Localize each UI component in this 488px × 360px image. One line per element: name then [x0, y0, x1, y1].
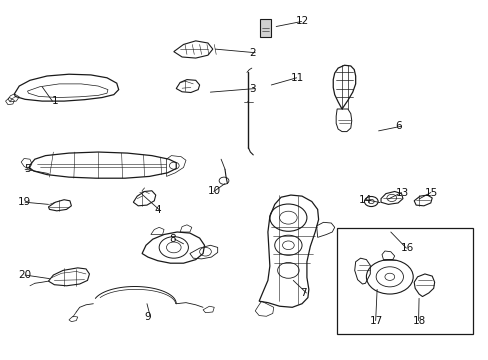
- Text: 12: 12: [295, 17, 308, 27]
- Text: 11: 11: [290, 73, 304, 83]
- Text: 9: 9: [144, 312, 151, 322]
- Text: 15: 15: [424, 188, 437, 198]
- Text: 4: 4: [154, 206, 161, 216]
- Text: 19: 19: [18, 197, 31, 207]
- Text: 3: 3: [249, 84, 256, 94]
- Text: 10: 10: [207, 186, 221, 197]
- Text: 6: 6: [395, 121, 402, 131]
- Text: 13: 13: [395, 188, 408, 198]
- Text: 14: 14: [358, 195, 371, 205]
- Text: 8: 8: [168, 234, 175, 244]
- Text: 18: 18: [412, 316, 425, 325]
- Text: 20: 20: [18, 270, 31, 280]
- Bar: [260, 19, 270, 37]
- Text: 2: 2: [249, 48, 256, 58]
- Bar: [336, 228, 472, 334]
- Text: 5: 5: [24, 164, 31, 174]
- Text: 17: 17: [369, 316, 382, 325]
- Text: 1: 1: [52, 96, 58, 106]
- Text: 7: 7: [300, 288, 306, 298]
- Text: 16: 16: [400, 243, 413, 253]
